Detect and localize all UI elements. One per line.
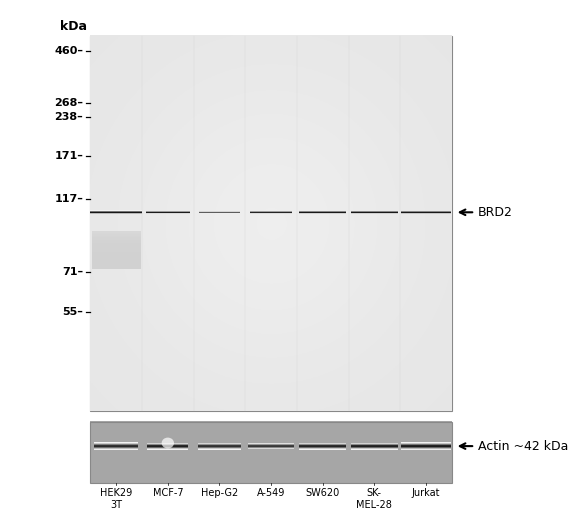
Bar bbox=[92, 262, 141, 263]
Text: 171–: 171– bbox=[54, 151, 83, 161]
Bar bbox=[90, 36, 452, 411]
Text: Hep-G2: Hep-G2 bbox=[201, 488, 238, 498]
Text: 71–: 71– bbox=[62, 267, 83, 277]
Text: BRD2: BRD2 bbox=[478, 206, 513, 219]
Bar bbox=[92, 242, 141, 243]
Text: MCF-7: MCF-7 bbox=[153, 488, 183, 498]
Bar bbox=[92, 239, 141, 241]
Bar bbox=[92, 254, 141, 256]
Bar bbox=[92, 265, 141, 266]
Bar bbox=[92, 259, 141, 260]
Bar bbox=[92, 256, 141, 257]
Bar bbox=[92, 266, 141, 267]
Bar bbox=[92, 243, 141, 245]
Text: 460–: 460– bbox=[54, 46, 83, 56]
Bar bbox=[92, 249, 141, 251]
Bar bbox=[92, 236, 141, 238]
Bar bbox=[92, 267, 141, 269]
Bar bbox=[90, 422, 452, 483]
Bar bbox=[92, 231, 141, 233]
Bar bbox=[92, 238, 141, 239]
Bar bbox=[92, 252, 141, 254]
Text: 55–: 55– bbox=[62, 307, 83, 317]
Text: Jurkat: Jurkat bbox=[412, 488, 440, 498]
Text: HEK29
3T: HEK29 3T bbox=[100, 488, 132, 509]
Bar bbox=[92, 251, 141, 252]
Text: kDa: kDa bbox=[61, 20, 87, 33]
Bar bbox=[92, 260, 141, 262]
Text: 238–: 238– bbox=[55, 111, 83, 122]
Bar bbox=[92, 246, 141, 248]
Bar bbox=[92, 235, 141, 236]
Text: SK-
MEL-28: SK- MEL-28 bbox=[356, 488, 392, 509]
Bar bbox=[92, 257, 141, 259]
Bar bbox=[92, 233, 141, 235]
Text: 117–: 117– bbox=[54, 194, 83, 204]
Bar bbox=[92, 245, 141, 246]
Text: SW620: SW620 bbox=[305, 488, 340, 498]
Text: Actin ~42 kDa: Actin ~42 kDa bbox=[478, 439, 568, 453]
Bar bbox=[92, 241, 141, 242]
Text: A-549: A-549 bbox=[257, 488, 285, 498]
Circle shape bbox=[161, 437, 174, 449]
Bar bbox=[92, 263, 141, 265]
Bar bbox=[92, 248, 141, 249]
Text: 268–: 268– bbox=[54, 99, 83, 108]
